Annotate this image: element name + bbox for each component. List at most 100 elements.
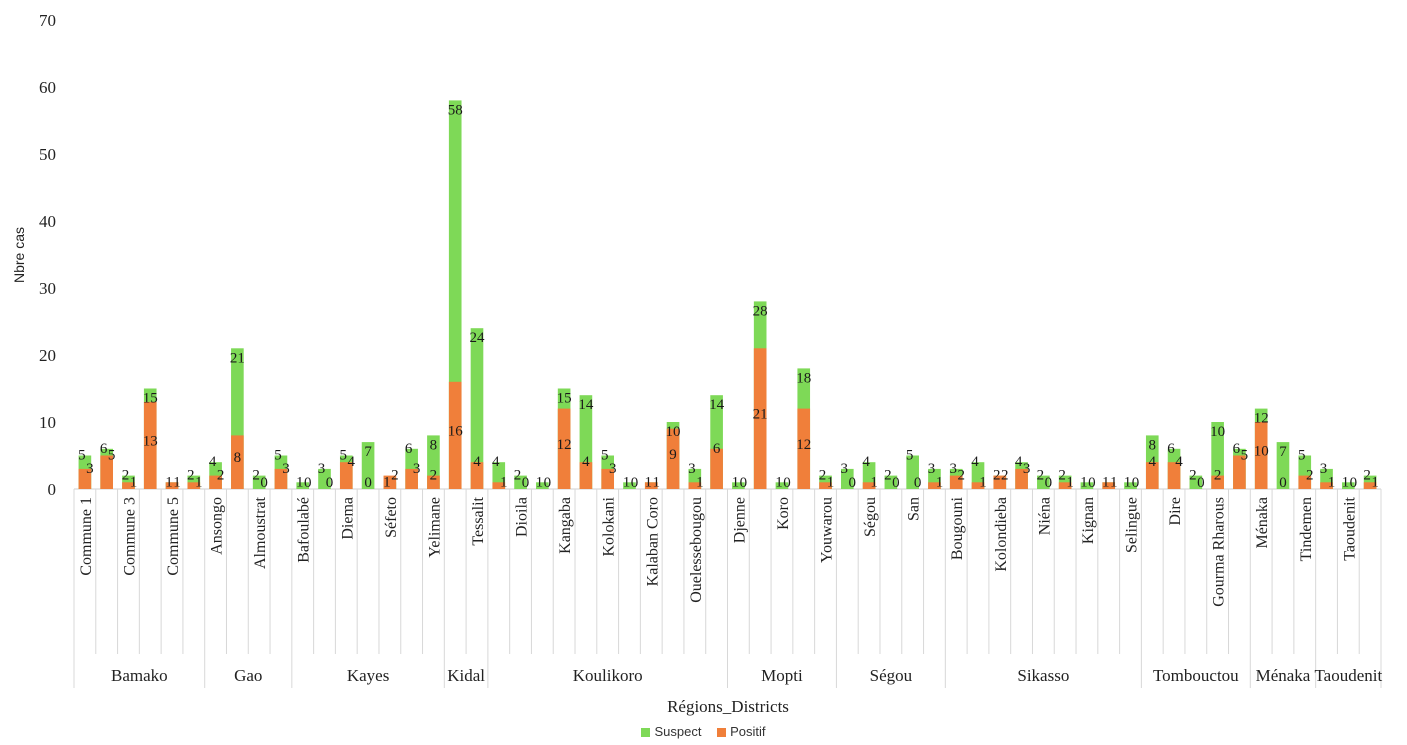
data-label-suspect: 8: [1149, 437, 1157, 453]
data-label-suspect: 1: [1080, 474, 1088, 490]
bar-suspect: [1276, 442, 1290, 489]
data-label-suspect: 5: [601, 448, 609, 464]
bar-suspect: [296, 482, 310, 489]
bar-positif: [819, 482, 832, 489]
bar-positif: [231, 435, 244, 489]
bar-suspect: [514, 475, 527, 489]
x-axis-title: Régions_Districts: [667, 697, 789, 716]
district-label: Kignan: [1080, 497, 1097, 544]
data-label-suspect: 4: [209, 454, 217, 470]
region-label: Kayes: [347, 666, 389, 685]
data-label-positif: 0: [522, 475, 530, 491]
district-label: Diema: [339, 497, 356, 540]
data-label-positif: 0: [544, 475, 552, 491]
data-label-suspect: 6: [405, 441, 413, 457]
data-label-suspect: 3: [318, 461, 326, 477]
bar-positif: [383, 475, 397, 489]
legend-label-positif: Positif: [730, 724, 766, 739]
district-label: Ségou: [862, 497, 879, 537]
data-label-suspect: 8: [430, 437, 438, 453]
bar-positif: [949, 475, 963, 489]
data-label-positif: 1: [1110, 474, 1118, 490]
data-label-suspect: 7: [364, 444, 372, 460]
legend-item-suspect: Suspect: [641, 724, 701, 739]
data-label-positif: 1: [500, 474, 508, 490]
bar-positif: [427, 475, 440, 489]
bar-positif: [928, 482, 941, 489]
data-label-positif: 2: [957, 468, 965, 484]
data-label-positif: 0: [892, 475, 900, 491]
data-label-positif: 1: [827, 474, 835, 490]
data-label-suspect: 5: [274, 448, 282, 464]
district-label: Dioila: [514, 497, 531, 537]
data-label-positif: 4: [582, 454, 590, 470]
data-label-suspect: 2: [1058, 468, 1066, 484]
bar-suspect: [1080, 482, 1094, 489]
data-label-positif: 0: [1045, 475, 1053, 491]
bar-positif: [710, 448, 723, 489]
data-label-suspect: 24: [469, 330, 485, 346]
y-tick-label: 70: [39, 11, 56, 30]
data-label-suspect: 2: [1189, 468, 1197, 484]
data-label-suspect: 7: [1279, 444, 1287, 460]
district-label: Gourma Rharous: [1211, 497, 1228, 607]
data-label-suspect: 10: [1210, 424, 1225, 440]
region-label: Tombouctou: [1153, 666, 1239, 685]
data-label-suspect: 15: [557, 391, 572, 407]
bar-positif: [971, 482, 985, 489]
region-label: Kidal: [447, 666, 485, 685]
data-label-positif: 3: [282, 461, 290, 477]
data-label-suspect: 4: [492, 454, 500, 470]
data-label-positif: 1: [1371, 474, 1379, 490]
data-label-positif: 0: [304, 475, 312, 491]
data-label-suspect: 21: [230, 350, 245, 366]
district-label: Yelimane: [426, 497, 443, 558]
bar-suspect: [623, 482, 636, 489]
bar-positif: [143, 401, 157, 489]
bar-suspect: [470, 328, 484, 489]
data-label-positif: 4: [1149, 454, 1157, 470]
bar-positif: [209, 475, 222, 489]
bar-positif: [1058, 482, 1072, 489]
data-label-suspect: 5: [906, 448, 914, 464]
data-label-positif: 1: [696, 474, 704, 490]
data-label-positif: 6: [713, 441, 721, 457]
bar-positif: [993, 475, 1007, 489]
data-label-positif: 12: [796, 437, 811, 453]
bar-positif: [688, 482, 702, 489]
data-label-positif: 4: [348, 454, 356, 470]
data-label-positif: 0: [849, 475, 857, 491]
bar-suspect: [884, 475, 898, 489]
data-label-positif: 0: [783, 475, 791, 491]
bar-positif: [470, 462, 484, 489]
data-label-suspect: 3: [841, 461, 849, 477]
bar-positif: [274, 468, 288, 489]
legend: Suspect Positif: [0, 724, 1407, 739]
data-label-positif: 1: [1066, 474, 1074, 490]
data-label-positif: 0: [1350, 475, 1358, 491]
data-label-suspect: 58: [448, 102, 463, 118]
data-label-suspect: 6: [1167, 441, 1175, 457]
data-label-suspect: 3: [1320, 461, 1328, 477]
data-label-suspect: 2: [819, 468, 827, 484]
district-label: Djenne: [731, 497, 748, 543]
region-label: Ménaka: [1256, 666, 1311, 685]
data-label-suspect: 2: [884, 468, 892, 484]
data-label-suspect: 3: [928, 461, 936, 477]
data-label-positif: 0: [326, 475, 334, 491]
data-label-suspect: 10: [666, 424, 681, 440]
data-label-positif: 4: [473, 454, 481, 470]
bar-suspect: [536, 482, 549, 489]
data-label-suspect: 3: [949, 461, 957, 477]
data-label-positif: 0: [740, 475, 748, 491]
district-label: Ansongo: [209, 497, 226, 555]
region-label: Sikasso: [1017, 666, 1069, 685]
region-label: Ségou: [870, 666, 913, 685]
bar-positif: [100, 455, 113, 489]
district-label: Séfeto: [383, 497, 400, 538]
region-label: Bamako: [111, 666, 168, 685]
data-label-suspect: 28: [753, 303, 768, 319]
data-label-suspect: 1: [775, 474, 783, 490]
data-label-positif: 0: [1279, 475, 1287, 491]
